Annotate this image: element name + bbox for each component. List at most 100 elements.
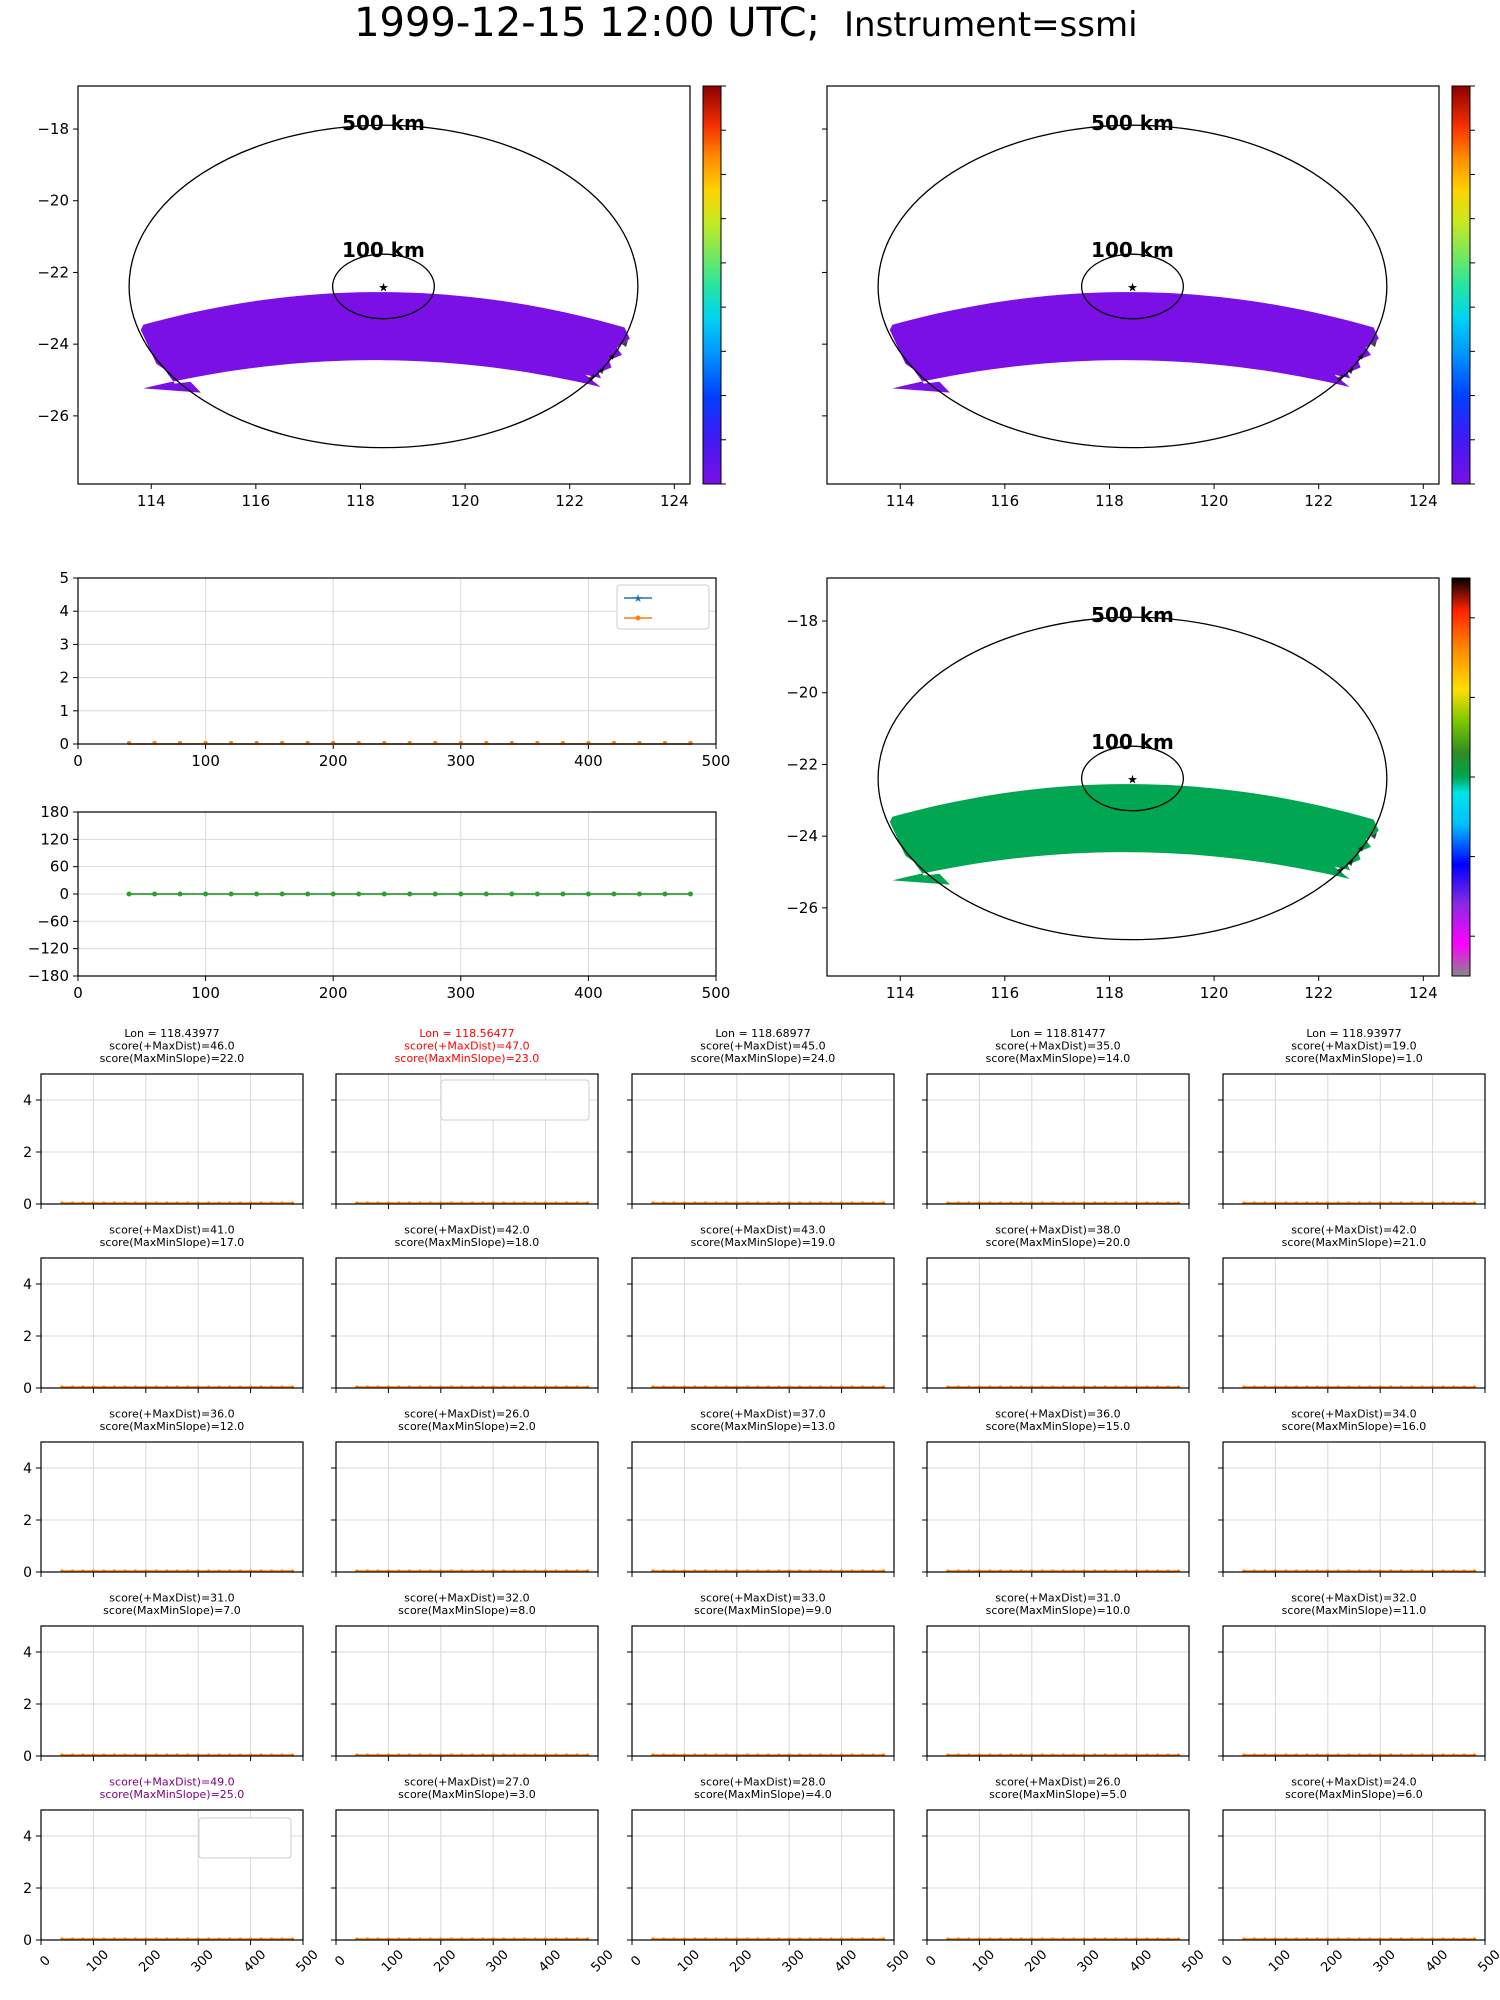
map_rain-ytick-label: −24 bbox=[37, 335, 69, 353]
grid-cell-r4-c4-xtick-label: 500 bbox=[1476, 1947, 1500, 1975]
azimuth-point bbox=[585, 891, 591, 897]
grid-cell-r0-c0-ytick-label: 0 bbox=[23, 1197, 32, 1213]
grid-cell-r1-c2-header-line-0: score(+MaxDist)=43.0 bbox=[700, 1224, 825, 1237]
grid-cell-r1-c2-header-line-1: score(MaxMinSlope)=19.0 bbox=[691, 1236, 836, 1249]
grid-cell-r1-c2-frame bbox=[631, 1257, 895, 1389]
map_lsq-swath bbox=[889, 292, 1379, 393]
grid-cell-r1-c1-frame bbox=[335, 1257, 599, 1389]
azimuth-point bbox=[203, 891, 209, 897]
azimuth-point bbox=[611, 891, 617, 897]
grid-cell-r0-c2-header-line-2: score(MaxMinSlope)=24.0 bbox=[691, 1052, 836, 1065]
azimuth-point bbox=[126, 891, 132, 897]
grid-cell-r2-c0-header-line-0: score(+MaxDist)=36.0 bbox=[109, 1408, 234, 1421]
grid-cell-r4-c0-xtick-label: 0 bbox=[37, 1953, 53, 1969]
azimuth-point bbox=[483, 891, 489, 897]
map_lsq-colorbar bbox=[1451, 85, 1471, 485]
azimuth-point bbox=[152, 891, 158, 897]
azimuth-point bbox=[636, 891, 642, 897]
azimuth-ytick-label: 60 bbox=[50, 858, 69, 876]
azimuth-point bbox=[177, 891, 183, 897]
grid-cell-r4-c2-xtick-label: 0 bbox=[628, 1953, 644, 1969]
rain-profile-xtick-label: 400 bbox=[574, 752, 603, 770]
grid-cell-r2-c1-header-line-1: score(MaxMinSlope)=2.0 bbox=[398, 1420, 536, 1433]
grid-cell-r2-c0-ytick-label: 4 bbox=[23, 1461, 32, 1477]
map_lsq-xtick-label: 122 bbox=[1304, 492, 1333, 510]
suptitle-main: 1999-12-15 12:00 UTC; bbox=[354, 0, 820, 46]
grid-cell-r0-c3-frame bbox=[926, 1073, 1190, 1205]
map_resid-ytick-label: −22 bbox=[786, 755, 818, 773]
map_resid-center-marker: ★ bbox=[1127, 772, 1138, 786]
grid-cell-r3-c0-ytick-label: 2 bbox=[23, 1697, 32, 1713]
grid-cell-r3-c1-header-line-1: score(MaxMinSlope)=8.0 bbox=[398, 1604, 536, 1617]
azimuth-frame bbox=[77, 811, 717, 977]
grid-cell-r4-c4-xtick-label: 100 bbox=[1266, 1947, 1294, 1975]
grid-cell-r2-c3-header-line-1: score(MaxMinSlope)=15.0 bbox=[986, 1420, 1131, 1433]
azimuth-ytick-label: 180 bbox=[40, 803, 69, 821]
suptitle-instrument: Instrument=ssmi bbox=[844, 5, 1138, 45]
grid-cell-r4-c4-xtick-label: 300 bbox=[1371, 1947, 1399, 1975]
grid-cell-r2-c4-header-line-1: score(MaxMinSlope)=16.0 bbox=[1282, 1420, 1427, 1433]
grid-cell-r4-c2-xtick-label: 300 bbox=[780, 1947, 808, 1975]
grid-cell-r4-c2-frame bbox=[631, 1809, 895, 1941]
azimuth-ytick-label: −180 bbox=[28, 967, 69, 985]
map_lsq-circle-label: 500 km bbox=[1091, 111, 1174, 135]
azimuth-ytick-label: −120 bbox=[28, 940, 69, 958]
grid-cell-r4-c4-xtick-label: 200 bbox=[1318, 1947, 1346, 1975]
azimuth-point bbox=[687, 891, 693, 897]
grid-cell-r0-c4-header-line-2: score(MaxMinSlope)=1.0 bbox=[1285, 1052, 1423, 1065]
map_lsq-center-marker: ★ bbox=[1127, 280, 1138, 294]
rain-profile-ytick-label: 5 bbox=[59, 569, 69, 587]
grid-cell-r4-c2-header-line-0: score(+MaxDist)=28.0 bbox=[700, 1776, 825, 1789]
grid-cell-r0-c0-header-line-2: score(MaxMinSlope)=22.0 bbox=[100, 1052, 245, 1065]
rain-legend bbox=[616, 584, 710, 630]
grid-cell-r4-c1-header-line-0: score(+MaxDist)=27.0 bbox=[404, 1776, 529, 1789]
rain-profile-frame bbox=[77, 577, 717, 745]
grid-cell-r4-c1-xtick-label: 500 bbox=[589, 1947, 617, 1975]
map_lsq-circle-500km bbox=[877, 124, 1388, 449]
rain-profile-ytick-label: 3 bbox=[59, 635, 69, 653]
map_resid-plot-area bbox=[877, 616, 1388, 941]
azimuth-point bbox=[279, 891, 285, 897]
grid-cell-r0-c4-header-line-0: Lon = 118.93977 bbox=[1306, 1027, 1401, 1040]
grid-cell-r1-c1-header-line-0: score(+MaxDist)=42.0 bbox=[404, 1224, 529, 1237]
grid-cell-r1-c3-header-line-0: score(+MaxDist)=38.0 bbox=[995, 1224, 1120, 1237]
grid-cell-r4-c2-xtick-label: 500 bbox=[885, 1947, 913, 1975]
grid-cell-r4-c0-frame bbox=[40, 1809, 304, 1941]
grid-cell-r3-c2-header-line-1: score(MaxMinSlope)=9.0 bbox=[694, 1604, 832, 1617]
grid-cell-r4-c1-xtick-label: 100 bbox=[379, 1947, 407, 1975]
grid-cell-r1-c0-ytick-label: 2 bbox=[23, 1329, 32, 1345]
grid-cell-r0-c2-header-line-0: Lon = 118.68977 bbox=[715, 1027, 810, 1040]
grid-cell-r2-c0-frame bbox=[40, 1441, 304, 1573]
grid-cell-r0-c1-header-line-2: score(MaxMinSlope)=23.0 bbox=[395, 1052, 540, 1065]
grid-cell-r4-c4-frame bbox=[1222, 1809, 1486, 1941]
map_resid-circle-100km bbox=[1080, 745, 1185, 812]
azimuth-xtick-label: 0 bbox=[73, 984, 83, 1002]
grid-cell-r4-c3-xtick-label: 500 bbox=[1180, 1947, 1208, 1975]
grid-cell-r3-c4-frame bbox=[1222, 1625, 1486, 1757]
grid-cell-r0-c4-frame bbox=[1222, 1073, 1486, 1205]
map_lsq-edge-marker bbox=[1371, 340, 1377, 348]
grid-cell-r0-c0-header-line-1: score(+MaxDist)=46.0 bbox=[109, 1040, 234, 1053]
map_rain-edge-marker bbox=[588, 374, 594, 382]
grid-cell-r4-c1-frame bbox=[335, 1809, 599, 1941]
map_resid-xtick-label: 120 bbox=[1200, 984, 1229, 1002]
azimuth-point bbox=[254, 891, 260, 897]
grid-cell-r3-c1-frame bbox=[335, 1625, 599, 1757]
grid-cell-r4-c1-xtick-label: 0 bbox=[332, 1953, 348, 1969]
azimuth-xtick-label: 400 bbox=[574, 984, 603, 1002]
map_resid-circle-label: 500 km bbox=[1091, 603, 1174, 627]
map_resid-edge-marker bbox=[1337, 866, 1343, 874]
azimuth-ytick-label: 120 bbox=[40, 830, 69, 848]
map_rain-colorbar bbox=[702, 85, 722, 485]
grid-cell-r3-c1-header-line-0: score(+MaxDist)=32.0 bbox=[404, 1592, 529, 1605]
map_rain-circle-500km bbox=[128, 124, 639, 449]
map_rain-ytick-label: −20 bbox=[37, 192, 69, 210]
grid-cell-r3-c2-header-line-0: score(+MaxDist)=33.0 bbox=[700, 1592, 825, 1605]
grid-cell-r3-c3-header-line-1: score(MaxMinSlope)=10.0 bbox=[986, 1604, 1131, 1617]
map_rain-circle-100km bbox=[331, 253, 436, 320]
map_resid-xtick-label: 118 bbox=[1095, 984, 1124, 1002]
grid-cell-r3-c4-header-line-0: score(+MaxDist)=32.0 bbox=[1291, 1592, 1416, 1605]
grid-cell-r4-c0-ytick-label: 0 bbox=[23, 1933, 32, 1949]
map_lsq-edge-marker bbox=[1337, 374, 1343, 382]
azimuth-point bbox=[228, 891, 234, 897]
